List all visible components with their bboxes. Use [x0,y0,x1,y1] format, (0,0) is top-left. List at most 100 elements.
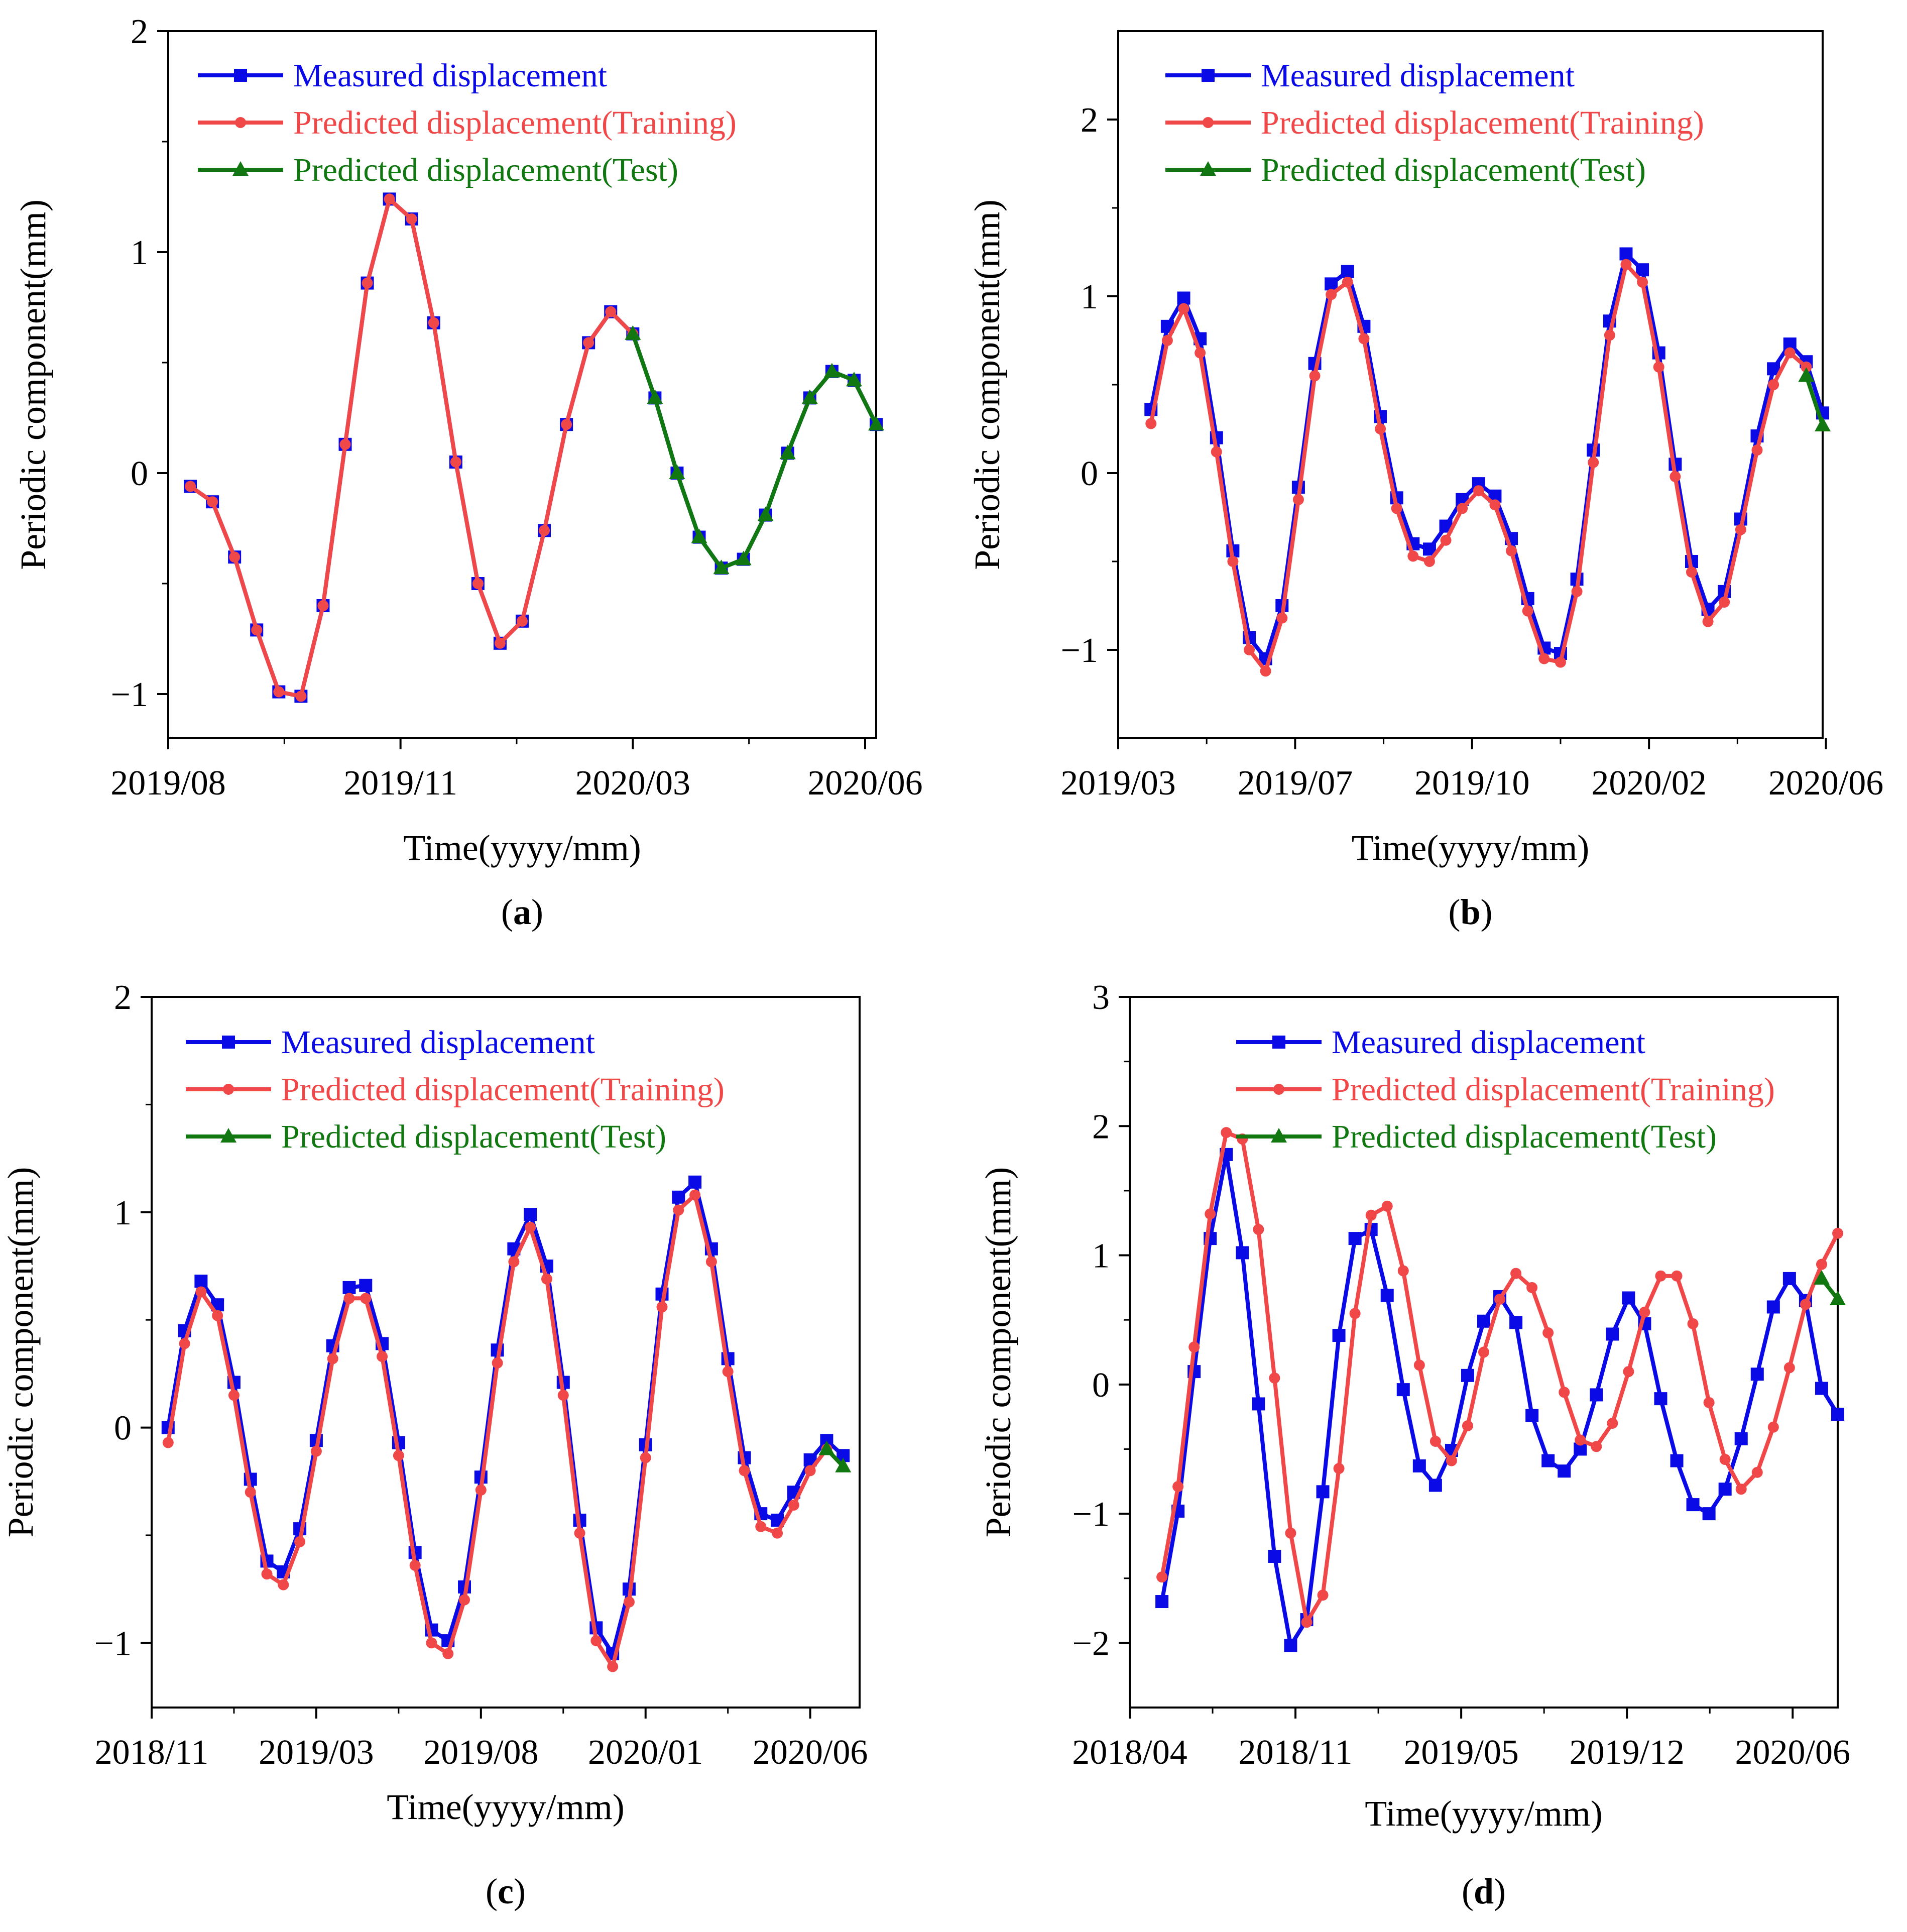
data-point [1719,596,1730,608]
data-point [1178,303,1189,314]
data-point [359,1279,373,1292]
data-point [1766,1300,1780,1314]
x-tick-label: 2019/03 [259,1733,374,1772]
data-point [1670,471,1681,483]
data-point [541,1273,552,1285]
data-point [1285,1527,1296,1539]
plot-frame [151,996,861,1709]
legend-label: Predicted displacement(Test) [1261,152,1646,188]
data-point [1413,1359,1425,1371]
data-point [1555,656,1566,668]
data-point [1703,1397,1715,1408]
y-tick-label: 0 [1081,454,1098,493]
data-point [475,1484,487,1496]
legend-label: Predicted displacement(Training) [293,104,737,141]
y-tick-label: 0 [131,454,148,493]
data-point [656,1301,668,1313]
data-point [1145,418,1157,429]
x-tick-label: 2019/07 [1238,764,1353,803]
data-point [1687,1318,1699,1329]
data-point [1750,1368,1764,1381]
data-point [1767,1421,1779,1433]
data-point [713,559,730,575]
data-point [804,1465,816,1476]
legend: Measured displacement Predicted displacem… [1236,1024,1775,1155]
data-point [494,637,506,649]
data-point [261,1568,273,1580]
data-point [1622,1291,1635,1305]
data-point [1407,550,1419,562]
data-point [273,686,285,698]
y-axis-title: Periodic component(mm) [1,1167,41,1538]
data-point [722,1366,734,1378]
data-point [1798,367,1815,382]
data-point [1654,1392,1667,1406]
series-line [1160,1130,1840,1625]
data-point [1588,457,1599,468]
legend-marker [1273,1084,1284,1095]
chart-panel-b: −1 0 1 2 2019/03 2019/07 2019/10 2020/02 2020/06… [967,30,1883,932]
data-point [1542,1327,1554,1338]
y-axis-title: Periodic component(mm) [967,199,1007,570]
data-point [1718,1483,1732,1496]
data-point [212,1310,223,1321]
series-circle [1145,259,1812,677]
y-tick-label: 1 [1092,1237,1110,1276]
legend-marker [1203,117,1214,128]
x-tick-label: 2020/06 [753,1733,868,1772]
data-point [1816,1259,1827,1270]
data-point [1177,291,1190,305]
data-point [1830,1291,1846,1306]
y-axis-title: Periodic component(mm) [13,199,53,570]
x-axis-title: Time(yyyy/mm) [387,1787,624,1827]
legend-marker [1202,69,1215,82]
data-point [1348,1232,1362,1245]
data-point [194,1275,208,1288]
data-point [672,1190,685,1204]
series-line [166,1180,845,1656]
data-point [162,1437,174,1448]
y-tick-label: 2 [1081,101,1098,140]
data-point [393,1450,404,1461]
data-point [295,691,307,702]
data-point [1244,644,1255,655]
data-point [1478,1346,1489,1358]
data-point [705,1256,717,1268]
data-point [1606,1327,1619,1341]
data-point [472,578,484,589]
legend-marker [235,117,246,128]
data-point [362,277,373,289]
data-point [835,1457,852,1472]
data-point [647,389,663,404]
data-point [1341,265,1354,278]
data-point [561,419,572,430]
legend-marker [1271,1128,1287,1143]
x-tick-label: 2019/05 [1403,1733,1518,1772]
data-point [1440,534,1452,546]
data-point [868,416,884,431]
data-point [1397,1265,1409,1277]
series-line [189,197,635,699]
data-point [1292,494,1304,505]
data-point [492,1357,503,1369]
data-point [1751,1466,1763,1478]
series-line [189,197,878,699]
series-triangle [625,325,884,575]
data-point [245,1487,256,1498]
data-point [1429,1436,1441,1447]
data-point [508,1256,520,1268]
y-axis-title: Periodic component(mm) [978,1167,1018,1538]
data-point [1391,503,1402,514]
data-point [1301,1617,1313,1628]
data-point [1457,503,1468,514]
data-point [1349,1308,1361,1319]
data-point [426,1637,437,1649]
data-point [1268,1549,1281,1563]
panel-caption: (d) [1462,1871,1506,1911]
data-point [360,1293,372,1304]
data-point [294,1536,306,1547]
data-point [1800,1299,1811,1310]
x-tick-label: 2018/04 [1072,1733,1187,1772]
data-point [625,325,641,340]
